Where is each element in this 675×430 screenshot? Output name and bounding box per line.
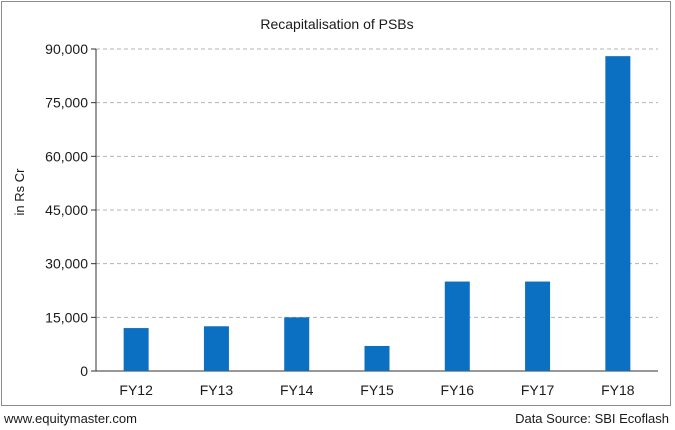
gridlines <box>96 48 658 318</box>
y-tick-label: 45,000 <box>45 202 88 218</box>
y-tick-labels: 0 15,000 30,000 45,000 60,000 75,000 90,000 <box>45 41 88 379</box>
bar-fy17 <box>525 281 551 371</box>
bar-fy14 <box>284 317 310 371</box>
x-tick-label: FY12 <box>119 382 153 398</box>
data-source-credit: Data Source: SBI Ecoflash <box>515 411 669 426</box>
x-tick-label: FY16 <box>441 382 475 398</box>
y-axis-label: in Rs Cr <box>12 168 27 216</box>
y-tick-label: 60,000 <box>45 148 88 164</box>
bar-fy12 <box>123 328 149 371</box>
x-tick-label: FY14 <box>280 382 314 398</box>
chart-frame: Recapitalisation of PSBs in Rs Cr 0 15,00… <box>1 1 671 406</box>
x-tick-label: FY18 <box>601 382 635 398</box>
x-tick-label: FY13 <box>200 382 234 398</box>
bar-fy15 <box>364 345 390 371</box>
y-tick-label: 30,000 <box>45 256 88 272</box>
y-tick-label: 90,000 <box>45 41 88 57</box>
bars <box>123 56 631 372</box>
y-tick-label: 75,000 <box>45 95 88 111</box>
x-tick-labels: FY12 FY13 FY14 FY15 FY16 FY17 FY18 <box>119 382 634 398</box>
x-tick-label: FY17 <box>521 382 555 398</box>
bar-fy13 <box>203 326 229 371</box>
bar-fy16 <box>444 281 470 371</box>
y-tick-label: 15,000 <box>45 309 88 325</box>
bar-fy18 <box>605 56 631 372</box>
y-tick-label: 0 <box>80 363 88 379</box>
x-tick-label: FY15 <box>360 382 394 398</box>
chart-title: Recapitalisation of PSBs <box>260 16 413 32</box>
website-credit: www.equitymaster.com <box>4 411 137 426</box>
bar-chart: Recapitalisation of PSBs in Rs Cr 0 15,00… <box>12 16 658 398</box>
